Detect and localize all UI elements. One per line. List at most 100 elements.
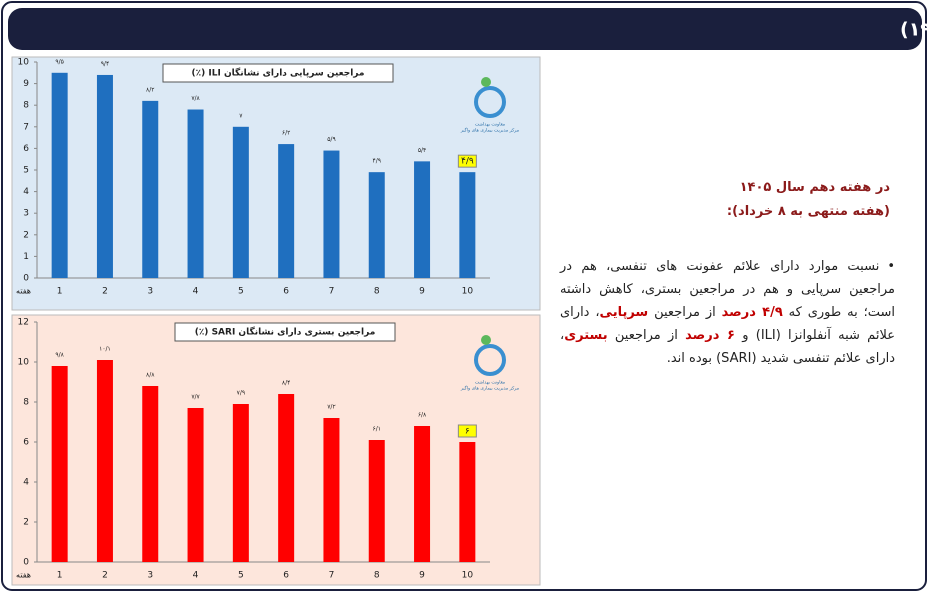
logo-leaf (481, 335, 491, 345)
x-tick-label: 2 (102, 287, 108, 297)
value-label: ۹/۸ (55, 352, 64, 359)
y-tick-label: 7 (23, 122, 29, 132)
x-tick-label: 2 (102, 571, 108, 581)
paragraph-segment: از مراجعین (648, 305, 722, 320)
value-label: ۷/۲ (327, 404, 335, 411)
y-tick-label: 0 (23, 274, 29, 284)
x-tick-label: 10 (462, 571, 474, 581)
bar (232, 126, 249, 278)
x-tick-label: 7 (329, 571, 335, 581)
value-label: ۹/۵ (55, 58, 63, 65)
logo-text: معاونت بهداشت (475, 123, 506, 128)
chart-title: مراجعین بستری دارای نشانگان SARI (٪) (195, 326, 376, 338)
bar (142, 386, 159, 562)
x-tick-label: 3 (147, 571, 153, 581)
x-tick-label: 7 (329, 287, 335, 297)
bar (278, 394, 295, 562)
value-label: ۱۰/۱ (99, 346, 111, 353)
x-axis-label: هفته (16, 571, 31, 580)
y-tick-label: 6 (23, 438, 29, 448)
y-tick-label: 5 (23, 166, 29, 176)
value-label: ۸/۴ (282, 380, 290, 387)
bar (323, 150, 340, 278)
y-tick-label: 0 (23, 558, 29, 568)
paragraph-segment: ۶ درصد (685, 328, 735, 343)
value-label: ۴/۹ (461, 157, 474, 167)
value-label-box (457, 154, 477, 168)
y-tick-label: 10 (18, 58, 30, 68)
logo-ring (474, 86, 506, 118)
y-tick-label: 1 (23, 252, 29, 262)
logo-text: مرکز مدیریت بیماری های واگیر (460, 127, 520, 134)
bar (232, 404, 249, 562)
y-tick-label: 4 (23, 478, 29, 488)
logo-leaf (481, 77, 491, 87)
header-title: بر اساس داده های نظام مراقبت دیده وری تن… (900, 17, 931, 41)
x-tick-label: 4 (193, 287, 199, 297)
paragraph-segment: بستری (564, 328, 608, 343)
y-tick-label: 12 (18, 318, 29, 328)
bar (323, 418, 340, 562)
value-label: ۷/۸ (191, 95, 200, 102)
bar (187, 109, 204, 279)
value-label: ۶ (465, 427, 470, 437)
paragraph-segment: ۴/۹ درصد (721, 305, 783, 320)
value-label: ۷/۹ (237, 390, 245, 397)
x-tick-label: 6 (283, 287, 289, 297)
chart-title-box (162, 63, 394, 83)
y-tick-label: 9 (23, 79, 29, 89)
value-label-box (457, 424, 477, 438)
value-label: ۴/۹ (373, 158, 381, 165)
value-label: ۶/۱ (373, 426, 381, 433)
bar (368, 172, 385, 278)
bar (51, 72, 68, 278)
x-axis-label: هفته (16, 287, 31, 296)
bar (459, 172, 476, 278)
summary-line: در هفته دهم سال ۱۴۰۵ (739, 180, 890, 195)
x-tick-label: 8 (374, 287, 380, 297)
y-tick-label: 2 (23, 230, 29, 240)
x-tick-label: 5 (238, 571, 244, 581)
logo-text: معاونت بهداشت (475, 381, 506, 386)
value-label: ۹/۴ (101, 60, 109, 67)
bar (278, 144, 295, 278)
x-tick-label: 3 (147, 287, 153, 297)
bar (368, 440, 385, 562)
x-tick-label: 8 (374, 571, 380, 581)
value-label: ۷ (239, 112, 243, 119)
value-label: ۵/۹ (327, 136, 335, 143)
y-tick-label: 4 (23, 187, 29, 197)
chart-title: مراجعین سرپایی دارای نشانگان ILI (٪) (192, 67, 365, 79)
logo-text: مرکز مدیریت بیماری های واگیر (460, 385, 520, 392)
paragraph-segment: از مراجعین (607, 328, 686, 343)
paragraph-segment: ، دارای علائم تنفسی شدید (SARI) بوده اند… (560, 328, 895, 366)
value-label: ۷/۷ (191, 394, 200, 401)
y-tick-label: 8 (23, 101, 29, 111)
x-tick-label: 9 (419, 287, 425, 297)
summary-line: (هفته منتهی به ۸ خرداد): (726, 204, 890, 219)
y-tick-label: 6 (23, 144, 29, 154)
bar (96, 74, 113, 279)
paragraph-segment: نسبت موارد دارای علائم عفونت های تنفسی، … (560, 259, 895, 320)
x-tick-label: 10 (462, 287, 474, 297)
bar (459, 442, 476, 562)
x-tick-label: 1 (57, 287, 63, 297)
paragraph-segment: ، دارای علائم شبه آنفلوانزا (ILI) و (560, 305, 895, 343)
bar (187, 408, 204, 562)
x-tick-label: 9 (419, 571, 425, 581)
x-tick-label: 6 (283, 571, 289, 581)
value-label: ۵/۴ (418, 147, 426, 154)
value-label: ۶/۸ (418, 412, 427, 419)
x-tick-label: 1 (57, 571, 63, 581)
bar (51, 366, 68, 562)
bar (414, 161, 431, 278)
logo-ring (474, 344, 506, 376)
y-tick-label: 10 (18, 358, 30, 368)
paragraph-segment: سرپایی (599, 305, 649, 320)
y-tick-label: 3 (23, 209, 29, 219)
paragraph: نسبت موارد دارای علائم عفونت های تنفسی، … (560, 255, 895, 370)
value-label: ۸/۸ (146, 372, 155, 379)
chart-title-box (174, 322, 396, 342)
